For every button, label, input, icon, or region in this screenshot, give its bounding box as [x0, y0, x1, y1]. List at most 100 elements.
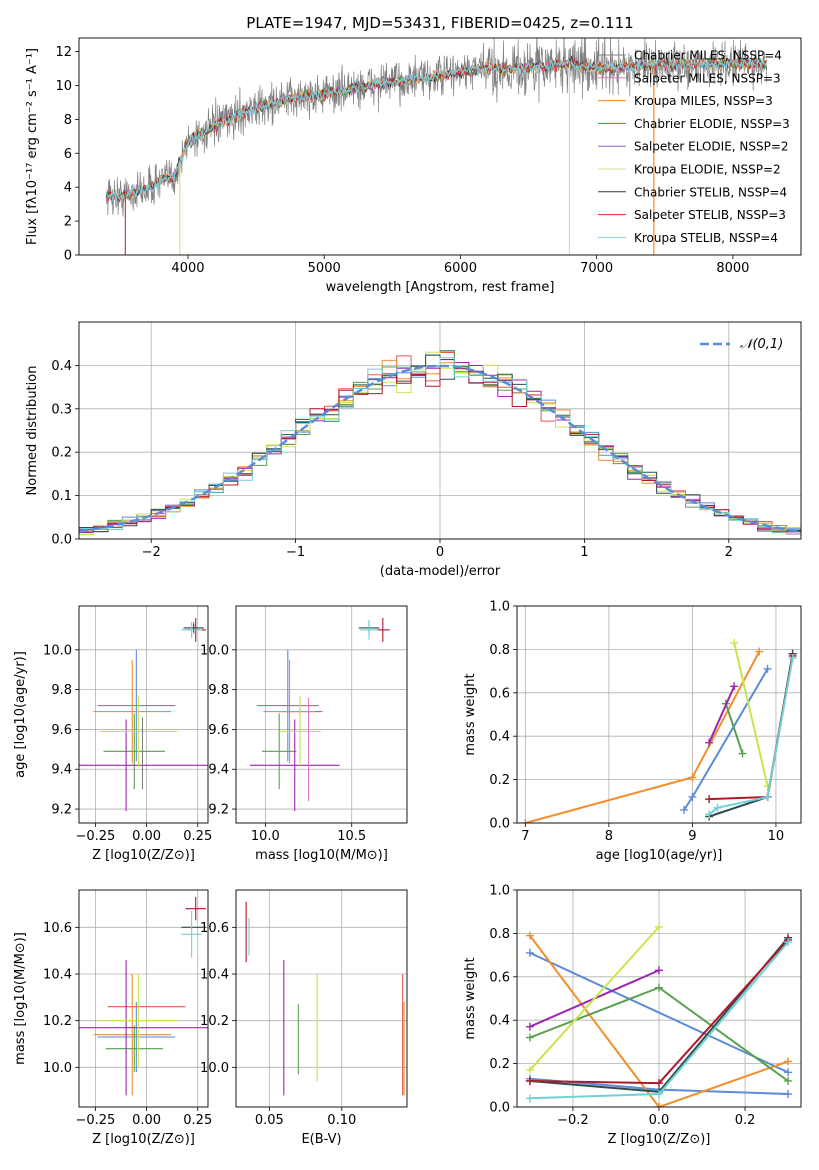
y-axis-label: Flux [fλ10⁻¹⁷ erg cm⁻² s⁻¹ A⁻¹] — [25, 48, 40, 245]
weight-marker — [680, 805, 689, 814]
y-tick-label: 4 — [64, 181, 72, 196]
y-tick-label: 12 — [55, 45, 72, 60]
weight-marker — [525, 1076, 534, 1085]
axes-frame — [78, 321, 802, 540]
x-tick-label: 0 — [436, 545, 444, 560]
y-tick-label: 0.6 — [489, 686, 510, 701]
y-tick-label: 6 — [64, 147, 72, 162]
z_weight-panel: −0.2 0.0 0.2 0.0 0.2 0.4 0.6 0.8 1.0 Z [log10(Z/Z… — [463, 884, 802, 1147]
y-tick-label: 0.4 — [489, 730, 510, 745]
figure-title: PLATE=1947, MJD=53431, FIBERID=0425, z=0… — [246, 14, 633, 32]
weight-marker — [784, 1068, 793, 1077]
x-axis-label: (data-model)/error — [380, 564, 501, 579]
x-tick-label: 1 — [580, 545, 588, 560]
weight-marker — [730, 638, 739, 647]
weight-line — [529, 951, 789, 1074]
weight-line — [683, 668, 769, 811]
weight-marker — [763, 664, 772, 673]
x-axis-label: age [log10(age/yr)] — [596, 848, 723, 863]
axes-frame — [78, 889, 209, 1108]
axes-frame — [235, 605, 408, 824]
x-tick-label: 7 — [521, 829, 529, 844]
weight-marker — [784, 938, 793, 947]
y-tick-label: 9.2 — [51, 803, 72, 818]
x-tick-label: 0.25 — [183, 829, 212, 844]
x-tick-label: 8000 — [716, 261, 749, 276]
y-tick-label: 2 — [64, 215, 72, 230]
weight-marker — [655, 966, 663, 975]
y-tick-label: 0.8 — [489, 643, 510, 658]
y-tick-label: 10.0 — [43, 643, 72, 658]
legend-label: Kroupa STELIB, NSSP=4 — [634, 231, 778, 245]
y-tick-label: 0.0 — [51, 533, 72, 548]
weight-marker — [655, 983, 663, 992]
y-tick-label: 0.6 — [489, 970, 510, 985]
legend-label: 𝒩(0,1) — [740, 337, 783, 352]
y-tick-label: 0.4 — [51, 359, 72, 374]
weight-marker — [788, 654, 797, 663]
x-tick-label: 0.25 — [183, 1113, 212, 1128]
plot-area — [79, 897, 208, 1096]
weight-line — [529, 926, 660, 1071]
y-axis-label: mass weight — [463, 957, 478, 1039]
x-tick-label: 8 — [605, 829, 613, 844]
y-tick-label: 0.1 — [51, 489, 72, 504]
legend-label: Chabrier STELIB, NSSP=4 — [634, 185, 787, 199]
x-tick-label: 6000 — [444, 261, 477, 276]
x-tick-label: 0.10 — [327, 1113, 356, 1128]
weight-marker — [705, 795, 714, 804]
y-tick-label: 0.3 — [51, 402, 72, 417]
y-tick-label: 10.4 — [200, 968, 229, 983]
y-tick-label: 9.8 — [51, 683, 72, 698]
x-tick-label: −0.2 — [557, 1113, 589, 1128]
plot-area — [525, 922, 793, 1107]
y-tick-label: 10.0 — [43, 1061, 72, 1076]
plot-area — [79, 350, 801, 536]
axes-frame — [516, 605, 802, 824]
weight-marker — [730, 682, 739, 691]
y-tick-label: 1.0 — [489, 884, 510, 899]
y-tick-label: 8 — [64, 113, 72, 128]
x-tick-label: 0.2 — [735, 1113, 756, 1128]
y-tick-label: 0 — [64, 249, 72, 264]
weight-marker — [738, 749, 747, 758]
weight-marker — [525, 1094, 534, 1103]
x-tick-label: 4000 — [171, 261, 204, 276]
x-tick-label: 2 — [725, 545, 733, 560]
weight-line — [708, 653, 794, 818]
residual-histogram — [79, 357, 801, 535]
legend-label: Salpeter ELODIE, NSSP=2 — [634, 140, 789, 154]
x-tick-label: 0.00 — [132, 829, 161, 844]
legend-label: Salpeter STELIB, NSSP=3 — [634, 208, 786, 222]
y-tick-label: 10.4 — [43, 968, 72, 983]
weight-marker — [655, 1089, 663, 1098]
weight-marker — [655, 1079, 663, 1088]
x-tick-label: 0.00 — [132, 1113, 161, 1128]
z_age-panel: −0.25 0.00 0.25 9.2 9.4 9.6 9.8 10.0 Z [log10(Z/… — [13, 605, 212, 863]
weight-line — [529, 934, 660, 1107]
legend-label: Salpeter MILES, NSSP=3 — [634, 71, 781, 85]
legend-label: Kroupa ELODIE, NSSP=2 — [634, 163, 781, 177]
weight-line — [708, 657, 794, 816]
x-tick-label: −1 — [286, 545, 305, 560]
weight-marker — [755, 647, 764, 656]
x-axis-label: Z [log10(Z/Z⊙)] — [608, 1132, 711, 1147]
weight-line — [733, 642, 769, 787]
y-tick-label: 10.0 — [200, 643, 229, 658]
plot-panels: 4000 5000 6000 7000 8000024681012wavelength … — [13, 37, 802, 1147]
y-tick-label: 10.2 — [200, 1014, 229, 1029]
plot-area — [79, 617, 208, 812]
weight-marker — [688, 773, 697, 782]
normal-curve — [79, 364, 801, 533]
legend-label: Chabrier ELODIE, NSSP=3 — [634, 117, 790, 131]
y-tick-label: 0.8 — [489, 927, 510, 942]
x-tick-label: 0.0 — [649, 1113, 670, 1128]
y-tick-label: 0.4 — [489, 1014, 510, 1029]
plot-area — [521, 638, 797, 823]
weight-line — [708, 685, 736, 744]
x-axis-label: Z [log10(Z/Z⊙)] — [92, 1132, 195, 1147]
x-tick-label: 7000 — [580, 261, 613, 276]
x-axis-label: wavelength [Angstrom, rest frame] — [326, 280, 555, 295]
residual-panel: −2 −1 0 1 2 0.0 0.1 0.2 0.3 0.4 (data-model)/error… — [25, 321, 802, 579]
y-tick-label: 0.0 — [489, 1101, 510, 1116]
